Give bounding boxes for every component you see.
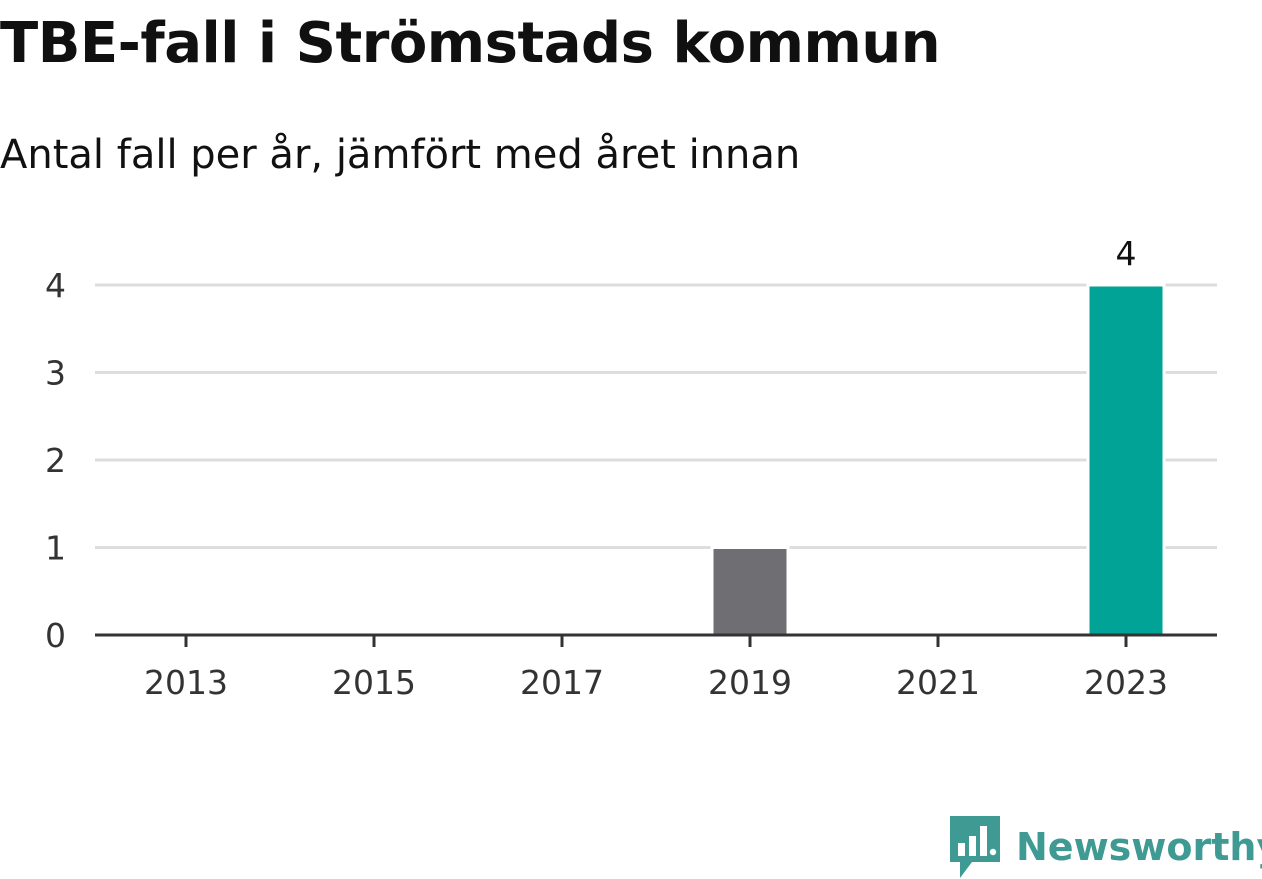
newsworthy-logo-icon [950, 816, 1000, 878]
bar-2023 [1086, 283, 1166, 637]
y-tick-label-4: 4 [45, 266, 66, 305]
x-tick-label-2013: 2013 [144, 663, 228, 702]
y-tick-label-1: 1 [45, 529, 66, 568]
brand-name: Newsworthy [1016, 825, 1262, 869]
chart-subtitle: Antal fall per år, jämfört med året inna… [0, 132, 801, 178]
y-tick-label-2: 2 [45, 441, 66, 480]
y-tick-label-0: 0 [45, 616, 66, 655]
x-tick-label-2023: 2023 [1084, 663, 1168, 702]
x-tick-label-2017: 2017 [520, 663, 604, 702]
bar-2019 [710, 546, 790, 637]
brand-logo: Newsworthy [950, 816, 1262, 878]
x-tick-label-2015: 2015 [332, 663, 416, 702]
x-tick-label-2021: 2021 [896, 663, 980, 702]
chart-title: TBE-fall i Strömstads kommun [0, 11, 941, 76]
y-tick-label-3: 3 [45, 354, 66, 393]
data-label-2023: 4 [1116, 234, 1137, 273]
x-tick-label-2019: 2019 [708, 663, 792, 702]
